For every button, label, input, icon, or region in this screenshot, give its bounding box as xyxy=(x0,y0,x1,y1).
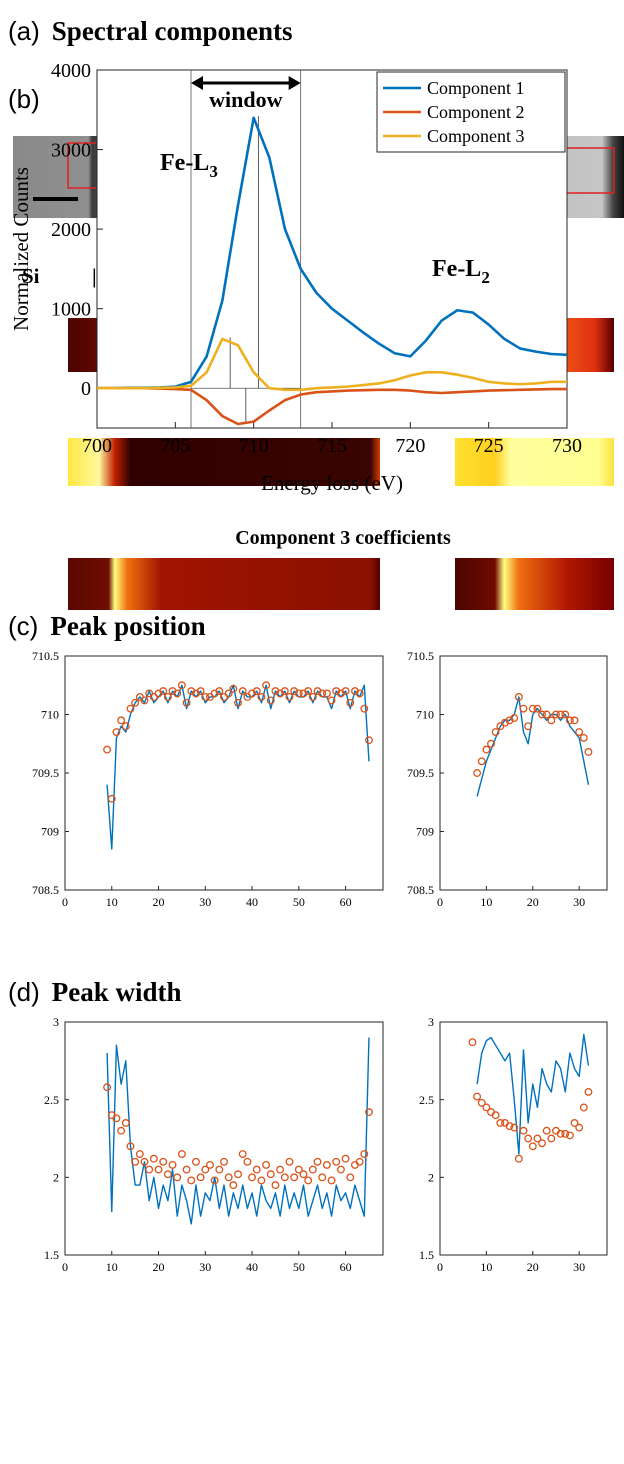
x-tick-label: 50 xyxy=(293,895,305,909)
y-tick-label: 2000 xyxy=(51,219,91,241)
x-tick-label: 20 xyxy=(153,895,165,909)
coefficient-map xyxy=(68,558,380,610)
x-tick-label: 705 xyxy=(160,435,190,457)
y-tick-label: 709 xyxy=(41,825,59,839)
x-tick-label: 20 xyxy=(527,895,539,909)
plot-area xyxy=(65,656,383,890)
legend-entry: Component 3 xyxy=(427,126,525,146)
x-tick-label: 40 xyxy=(246,895,258,909)
y-tick-label: 2 xyxy=(428,1171,434,1185)
map-title: Component 3 coefficients xyxy=(235,527,451,549)
window-label: window xyxy=(209,87,282,112)
y-tick-label: 710.5 xyxy=(32,649,59,663)
x-tick-label: 50 xyxy=(293,1260,305,1274)
y-tick-label: 709.5 xyxy=(407,766,434,780)
y-tick-label: 2.5 xyxy=(44,1093,59,1107)
x-tick-label: 20 xyxy=(153,1260,165,1274)
panel-label: (d) xyxy=(8,977,40,1007)
x-axis-label: Energy loss (eV) xyxy=(261,471,403,495)
y-tick-label: 1000 xyxy=(51,299,91,321)
panel-heading: (c) Peak position xyxy=(8,611,206,641)
annotation-text: Fe-L xyxy=(160,150,209,176)
y-tick-label: 4000 xyxy=(51,60,91,82)
panel-label: (b) xyxy=(8,84,40,114)
x-tick-label: 60 xyxy=(340,895,352,909)
x-tick-label: 10 xyxy=(480,895,492,909)
x-tick-label: 30 xyxy=(573,1260,585,1274)
panel-heading: (b) xyxy=(8,84,40,114)
x-tick-label: 710 xyxy=(239,435,269,457)
image-caption: | xyxy=(92,264,97,288)
x-tick-label: 0 xyxy=(437,1260,443,1274)
panel-label: (c) xyxy=(8,611,38,641)
y-tick-label: 709 xyxy=(416,825,434,839)
annotation-sub: 3 xyxy=(209,162,218,181)
y-tick-label: 3 xyxy=(53,1015,59,1029)
x-tick-label: 20 xyxy=(527,1260,539,1274)
scale-bar xyxy=(33,197,78,201)
y-tick-label: 2.5 xyxy=(419,1093,434,1107)
y-tick-label: 1.5 xyxy=(44,1248,59,1262)
y-tick-label: 708.5 xyxy=(407,883,434,897)
x-tick-label: 60 xyxy=(340,1260,352,1274)
panel-label: (a) xyxy=(8,16,40,46)
x-tick-label: 0 xyxy=(437,895,443,909)
coefficient-map xyxy=(455,558,614,610)
x-tick-label: 0 xyxy=(62,1260,68,1274)
y-tick-label: 710.5 xyxy=(407,649,434,663)
x-tick-label: 0 xyxy=(62,895,68,909)
panel-title: Spectral components xyxy=(52,16,293,46)
legend-entry: Component 1 xyxy=(427,78,525,98)
plot-area xyxy=(65,1022,383,1255)
x-tick-label: 700 xyxy=(82,435,112,457)
x-tick-label: 720 xyxy=(395,435,425,457)
y-tick-label: 3 xyxy=(428,1015,434,1029)
panel-title: Peak width xyxy=(52,977,182,1007)
x-tick-label: 10 xyxy=(480,1260,492,1274)
x-tick-label: 10 xyxy=(106,895,118,909)
y-tick-label: 0 xyxy=(81,378,91,400)
x-tick-label: 40 xyxy=(246,1260,258,1274)
y-tick-label: 2 xyxy=(53,1171,59,1185)
annotation-text: Fe-L xyxy=(432,256,481,282)
x-tick-label: 715 xyxy=(317,435,347,457)
x-tick-label: 725 xyxy=(474,435,504,457)
x-tick-label: 30 xyxy=(199,895,211,909)
x-tick-label: 30 xyxy=(573,895,585,909)
panel-title: Peak position xyxy=(50,611,205,641)
panel-heading: (d) Peak width xyxy=(8,977,182,1007)
y-axis-label: Normalized Counts xyxy=(9,167,33,331)
legend-entry: Component 2 xyxy=(427,102,525,122)
y-tick-label: 710 xyxy=(41,708,59,722)
y-tick-label: 708.5 xyxy=(32,883,59,897)
y-tick-label: 709.5 xyxy=(32,766,59,780)
x-tick-label: 30 xyxy=(199,1260,211,1274)
y-tick-label: 1.5 xyxy=(419,1248,434,1262)
y-tick-label: 710 xyxy=(416,708,434,722)
figure: (a) Spectral components (b) (c) Peak positio… xyxy=(0,0,624,1464)
x-tick-label: 730 xyxy=(552,435,582,457)
annotation-sub: 2 xyxy=(481,268,490,287)
panel-heading: (a) Spectral components xyxy=(8,16,293,46)
plot-area xyxy=(440,656,607,890)
x-tick-label: 10 xyxy=(106,1260,118,1274)
y-tick-label: 3000 xyxy=(51,140,91,162)
